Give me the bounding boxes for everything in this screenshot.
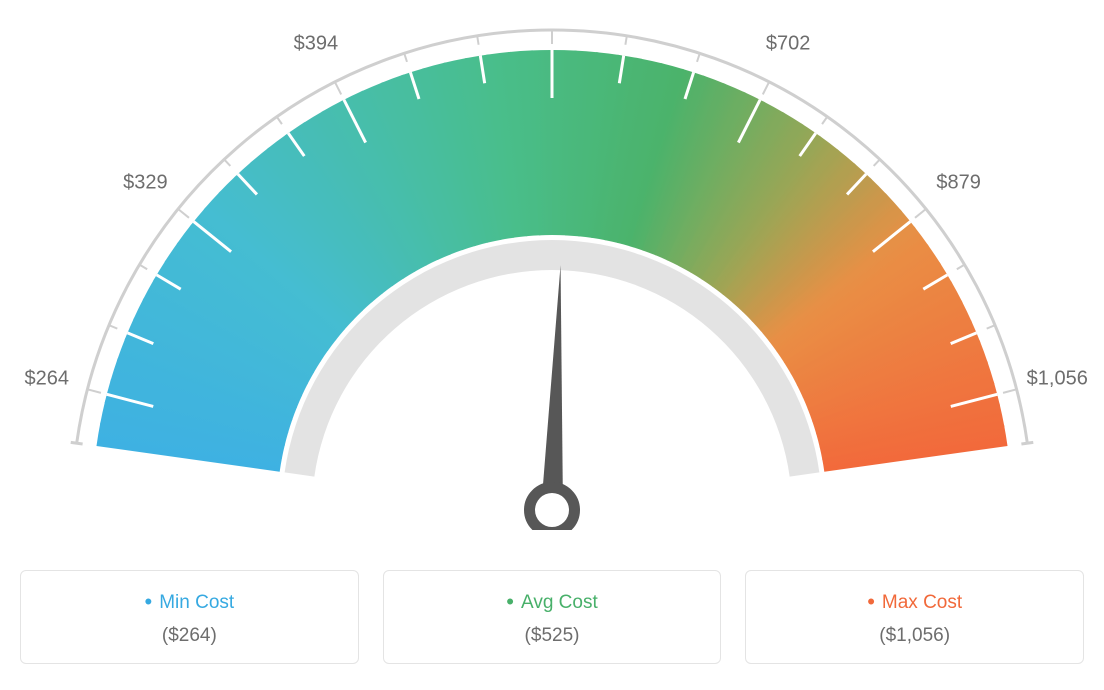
legend-card-max: Max Cost ($1,056) xyxy=(745,570,1084,664)
gauge-tick-label: $394 xyxy=(294,33,339,56)
gauge-svg xyxy=(20,20,1084,530)
gauge-tick-label: $702 xyxy=(766,33,811,56)
legend-card-min: Min Cost ($264) xyxy=(20,570,359,664)
gauge-tick-label: $1,056 xyxy=(1027,367,1088,390)
legend-value-min: ($264) xyxy=(31,625,348,647)
legend-title-min: Min Cost xyxy=(31,589,348,615)
legend-title-max: Max Cost xyxy=(756,589,1073,615)
legend-title-avg: Avg Cost xyxy=(394,589,711,615)
gauge-tick-label: $329 xyxy=(123,171,168,194)
legend-value-max: ($1,056) xyxy=(756,625,1073,647)
legend-row: Min Cost ($264) Avg Cost ($525) Max Cost… xyxy=(20,570,1084,664)
cost-gauge: $264$329$394$525$702$879$1,056 xyxy=(20,20,1084,530)
legend-value-avg: ($525) xyxy=(394,625,711,647)
gauge-tick-label: $879 xyxy=(936,171,981,194)
gauge-tick-label: $264 xyxy=(25,367,70,390)
legend-card-avg: Avg Cost ($525) xyxy=(383,570,722,664)
